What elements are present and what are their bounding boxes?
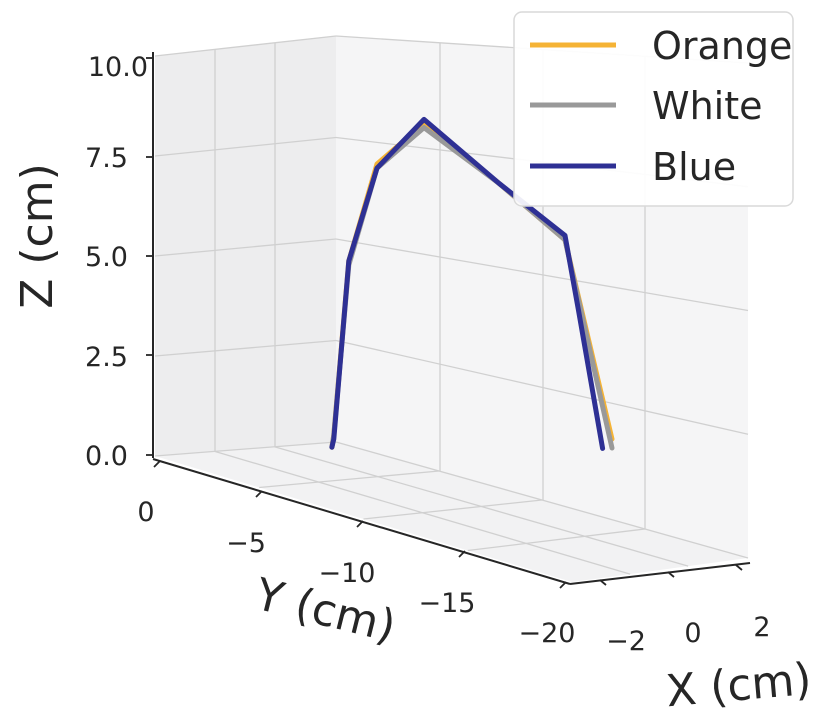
x-axis-title: X (cm) (664, 654, 813, 717)
series-line-blue (329, 116, 606, 451)
x-tick-label: −2 (606, 626, 646, 657)
left-pane (155, 36, 336, 456)
grid-line (154, 136, 337, 157)
z-tick-label: 7.5 (85, 143, 128, 174)
x-tick-mark (735, 564, 743, 571)
grid-line (363, 499, 543, 520)
y-tick-mark (153, 460, 161, 468)
y-tick-label: 0 (137, 497, 154, 528)
z-tick-label: 5.0 (85, 242, 128, 273)
grid-line (335, 339, 749, 435)
grid-line (154, 441, 337, 457)
y-tick-label: −20 (519, 618, 576, 649)
z-tick-labels: 0.0 2.5 5.0 7.5 10.0 (85, 52, 148, 472)
legend-label-white: White (652, 84, 763, 128)
z-axis-title: Z (cm) (12, 163, 63, 309)
grid-line (154, 238, 337, 257)
x-tick-label: 0 (684, 618, 701, 649)
grid-line (154, 35, 337, 57)
y-tick-mark (458, 550, 466, 558)
legend-box (513, 11, 794, 207)
x-tick-mark (599, 579, 607, 586)
grid-line (335, 238, 749, 312)
y-tick-mark (559, 581, 567, 589)
x-tick-labels: −2 0 2 (606, 612, 771, 657)
tick-marks (146, 57, 743, 589)
y-tick-mark (255, 490, 263, 498)
z-tick-label: 2.5 (85, 342, 128, 373)
y-tick-label: −5 (226, 528, 266, 559)
grid-line (214, 450, 631, 575)
z-tick-label: 10.0 (88, 52, 148, 83)
x-tick-label: 2 (753, 612, 770, 643)
x-tick-mark (667, 571, 675, 578)
data-series (329, 116, 615, 451)
legend-label-blue: Blue (652, 145, 736, 189)
legend-label-orange: Orange (652, 24, 792, 68)
y-tick-label: −15 (419, 588, 476, 619)
grid-line (154, 339, 337, 357)
y-tick-label: −10 (319, 558, 376, 589)
legend: Orange White Blue (513, 11, 794, 207)
grid-line (259, 470, 440, 489)
y-tick-labels: 0 −5 −10 −15 −20 (137, 497, 575, 649)
grid-line (467, 528, 646, 552)
y-tick-mark (356, 520, 364, 528)
z-tick-label: 0.0 (85, 441, 128, 472)
grid-line (274, 446, 689, 567)
